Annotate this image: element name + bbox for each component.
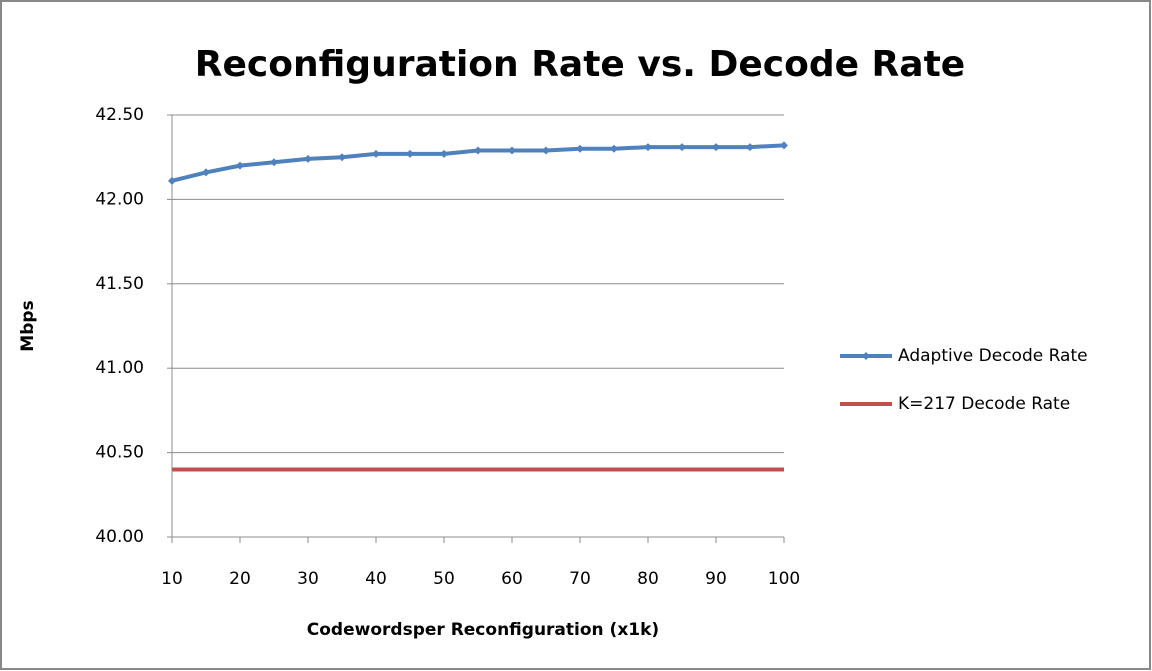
x-tick-label: 10: [161, 569, 183, 589]
y-tick-label: 40.50: [95, 443, 144, 463]
x-tick-label: 60: [501, 569, 523, 589]
point-marker: [780, 141, 788, 150]
point-marker: [270, 158, 278, 167]
legend-marker: [862, 352, 870, 360]
point-marker: [168, 176, 176, 185]
point-marker: [508, 146, 516, 155]
chart-title: Reconfiguration Rate vs. Decode Rate: [195, 44, 965, 85]
y-tick-label: 41.50: [95, 274, 144, 294]
point-marker: [236, 161, 244, 170]
point-marker: [474, 146, 482, 155]
legend-label: K=217 Decode Rate: [898, 394, 1070, 414]
x-tick-label: 50: [433, 569, 455, 589]
x-tick-label: 30: [297, 569, 319, 589]
point-marker: [542, 146, 550, 155]
point-marker: [338, 153, 346, 162]
y-tick-label: 40.00: [95, 527, 144, 547]
x-tick-label: 90: [705, 569, 727, 589]
x-tick-label: 20: [229, 569, 251, 589]
point-marker: [576, 144, 584, 153]
y-tick-label: 42.50: [95, 105, 144, 125]
y-axis-title: Mbps: [18, 300, 38, 351]
point-marker: [610, 144, 618, 153]
point-marker: [372, 149, 380, 158]
y-tick-label: 42.00: [95, 189, 144, 209]
x-tick-label: 80: [637, 569, 659, 589]
point-marker: [202, 168, 210, 177]
point-marker: [304, 154, 312, 163]
point-marker: [406, 149, 414, 158]
x-tick-label: 100: [768, 569, 800, 589]
point-marker: [746, 143, 754, 152]
x-tick-label: 70: [569, 569, 591, 589]
legend-label: Adaptive Decode Rate: [898, 346, 1088, 366]
point-marker: [712, 143, 720, 152]
x-axis-title: Codewordsper Reconfiguration (x1k): [307, 620, 659, 640]
point-marker: [440, 149, 448, 158]
point-marker: [678, 143, 686, 152]
y-tick-label: 41.00: [95, 358, 144, 378]
point-marker: [644, 143, 652, 152]
x-tick-label: 40: [365, 569, 387, 589]
